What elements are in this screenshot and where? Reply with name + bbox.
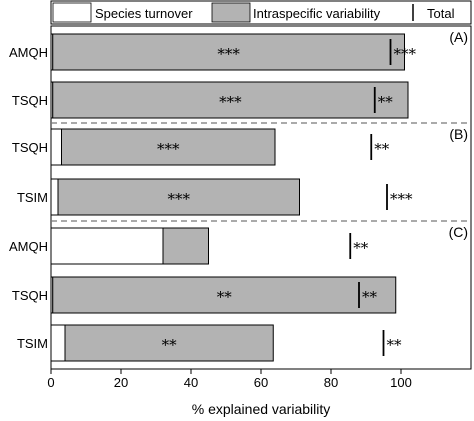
bar-species-turnover bbox=[50, 227, 164, 265]
x-tick-label: 60 bbox=[254, 375, 268, 390]
intraspecific-significance-label: ** bbox=[162, 336, 178, 354]
x-tick-label: 0 bbox=[47, 375, 54, 390]
bar-intraspecific bbox=[52, 81, 409, 119]
panel-label: (B) bbox=[449, 126, 468, 142]
total-significance-label: ** bbox=[378, 93, 394, 111]
bar-intraspecific bbox=[61, 128, 276, 166]
bar-intraspecific bbox=[52, 33, 405, 71]
bar-species-turnover bbox=[50, 324, 66, 362]
total-significance-label: ** bbox=[362, 288, 378, 306]
category-label: TSIM bbox=[17, 336, 48, 351]
intraspecific-significance-label: ** bbox=[217, 288, 233, 306]
category-label: AMQH bbox=[9, 45, 48, 60]
category-label: TSQH bbox=[12, 288, 48, 303]
bar-intraspecific bbox=[64, 324, 274, 362]
panel-separators bbox=[51, 122, 471, 222]
legend: Species turnover Intraspecific variabili… bbox=[50, 0, 472, 25]
total-significance-label: ** bbox=[387, 336, 403, 354]
category-label: TSIM bbox=[17, 190, 48, 205]
x-tick-label: 20 bbox=[114, 375, 128, 390]
x-tick-label: 40 bbox=[184, 375, 198, 390]
bar-species-turnover bbox=[50, 128, 62, 166]
bar-species-turnover bbox=[50, 178, 59, 216]
bar-intraspecific bbox=[57, 178, 300, 216]
labels-group: (A)******AMQH*****TSQH(B)*****TSQH******… bbox=[9, 29, 468, 354]
panel-label: (A) bbox=[449, 29, 468, 45]
total-significance-label: ** bbox=[353, 239, 369, 257]
category-label: TSQH bbox=[12, 140, 48, 155]
x-axis-label: % explained variability bbox=[192, 401, 331, 417]
intraspecific-significance-label: *** bbox=[168, 190, 191, 208]
category-label: AMQH bbox=[9, 239, 48, 254]
total-significance-label: *** bbox=[394, 45, 417, 63]
intraspecific-significance-label: *** bbox=[157, 140, 180, 158]
intraspecific-significance-label: *** bbox=[217, 45, 240, 63]
bar-intraspecific bbox=[162, 227, 209, 265]
x-tick-label: 80 bbox=[324, 375, 338, 390]
legend-swatch-species-turnover bbox=[52, 2, 92, 23]
intraspecific-significance-label: *** bbox=[219, 93, 242, 111]
bars-group bbox=[50, 33, 409, 362]
x-axis: 0 20 40 60 80 100 bbox=[47, 369, 412, 390]
total-significance-label: ** bbox=[374, 140, 390, 158]
category-label: TSQH bbox=[12, 93, 48, 108]
total-significance-label: *** bbox=[390, 190, 413, 208]
bar-intraspecific bbox=[52, 276, 397, 314]
legend-label-total: Total bbox=[427, 6, 455, 21]
legend-label-intraspecific: Intraspecific variability bbox=[253, 6, 381, 21]
legend-swatch-intraspecific bbox=[211, 2, 251, 23]
legend-box bbox=[50, 0, 472, 25]
panel-label: (C) bbox=[449, 224, 468, 240]
x-tick-label: 100 bbox=[390, 375, 412, 390]
total-marks-group bbox=[349, 39, 392, 356]
legend-label-species-turnover: Species turnover bbox=[95, 6, 193, 21]
